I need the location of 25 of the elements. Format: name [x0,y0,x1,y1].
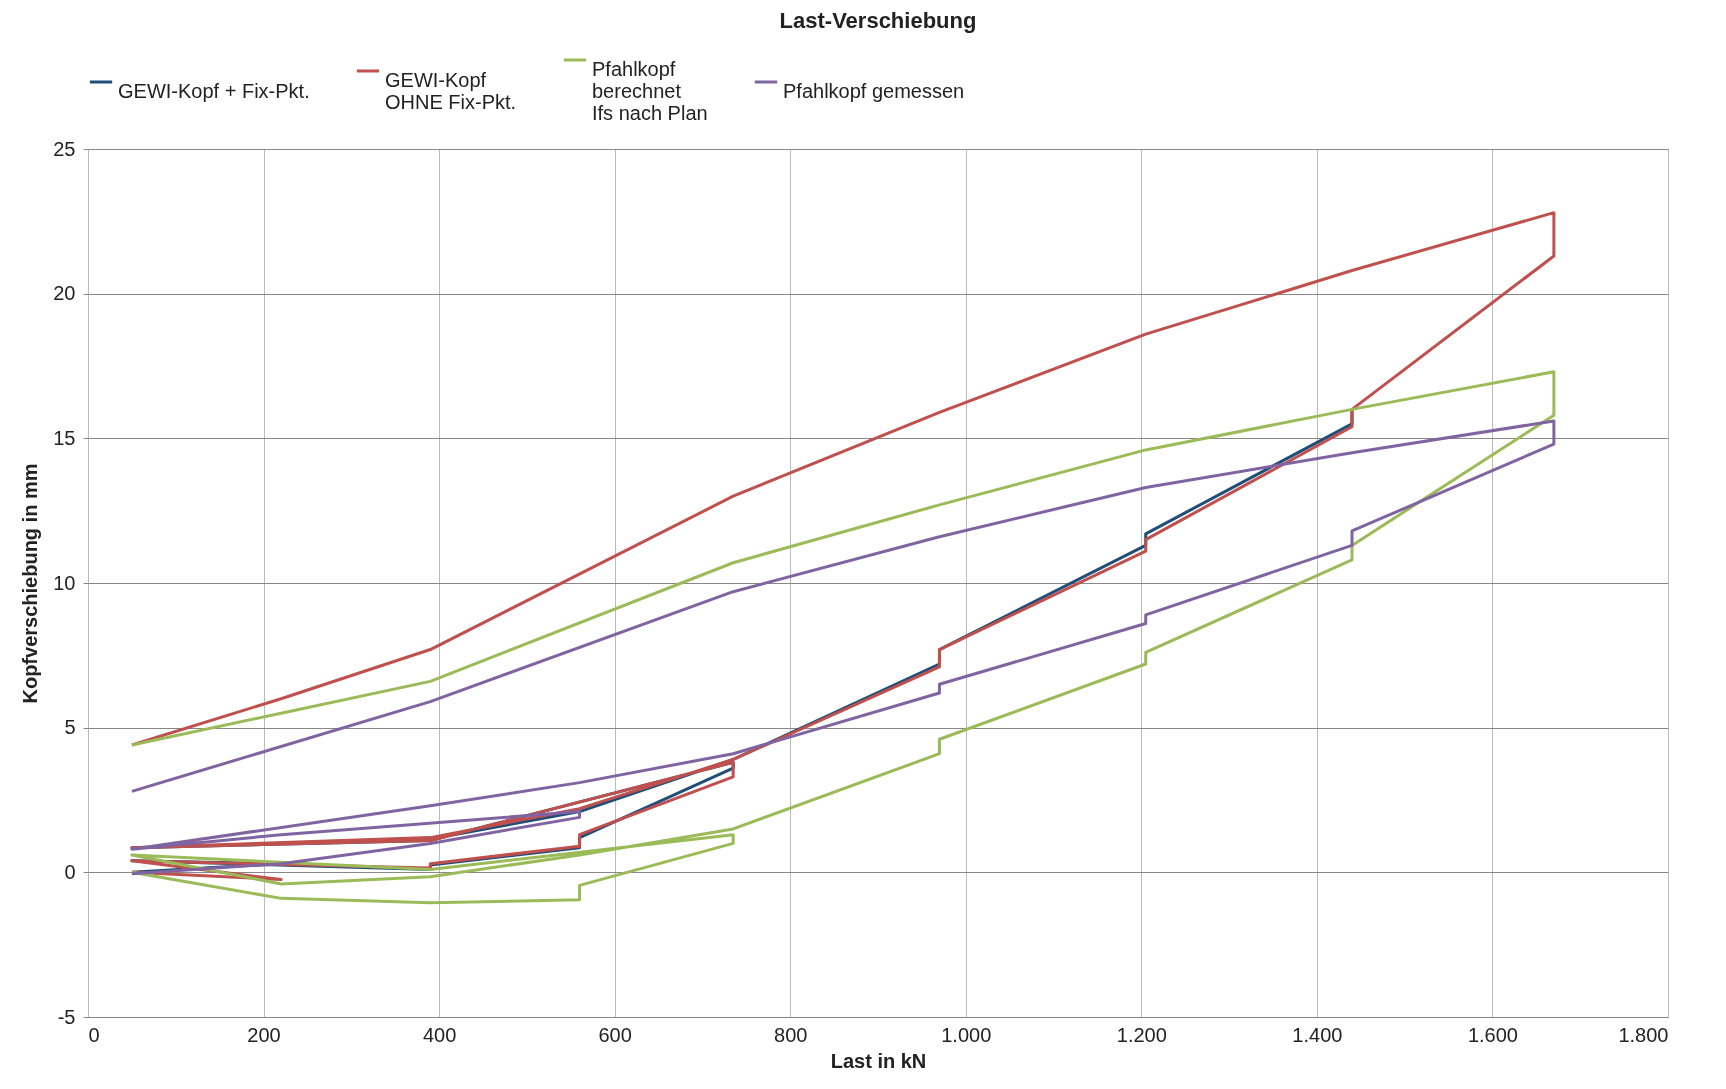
legend-label: GEWI-Kopf + Fix-Pkt. [118,80,310,102]
x-tick-label: 1.200 [1116,1023,1167,1046]
line-series [130,211,1556,882]
x-tick-label: 800 [774,1023,808,1046]
x-tick-label: 1.600 [1467,1023,1518,1046]
legend-label: Pfahlkopf gemessen [783,80,965,102]
y-tick-label: 25 [53,137,76,160]
y-axis-title: Kopfverschiebung in mm [19,463,42,704]
legend-label: Pfahlkopf berechnet Ifs nach Plan [592,58,708,124]
y-tick-label: 20 [53,282,76,305]
y-tick-label: 5 [64,716,76,739]
y-tick-label: -5 [57,1005,76,1028]
y-tick-label: 0 [64,860,76,883]
x-tick-label: 200 [247,1023,281,1046]
legend-label: GEWI-Kopf OHNE Fix-Pkt. [385,69,517,113]
x-axis-title: Last in kN [830,1049,927,1072]
x-tick-label: 400 [422,1023,457,1046]
x-tick-label: 0 [88,1023,100,1046]
y-tick-label: 10 [53,571,76,594]
x-tick-label: 1.400 [1292,1023,1343,1046]
y-tick-label: 15 [53,426,76,449]
x-tick-label: 1.000 [941,1023,992,1046]
x-tick-label: 1.800 [1618,1023,1669,1046]
chart-title: Last-Verschiebung [779,8,977,33]
x-tick-label: 600 [598,1023,632,1046]
